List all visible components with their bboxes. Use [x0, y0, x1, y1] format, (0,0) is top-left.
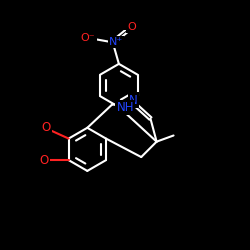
Text: O: O: [128, 22, 136, 32]
Text: N⁺: N⁺: [109, 37, 123, 47]
Text: O: O: [42, 121, 51, 134]
Text: N: N: [129, 94, 138, 106]
Text: O: O: [40, 154, 49, 167]
Text: O⁻: O⁻: [81, 34, 96, 43]
Text: NH: NH: [116, 101, 134, 114]
